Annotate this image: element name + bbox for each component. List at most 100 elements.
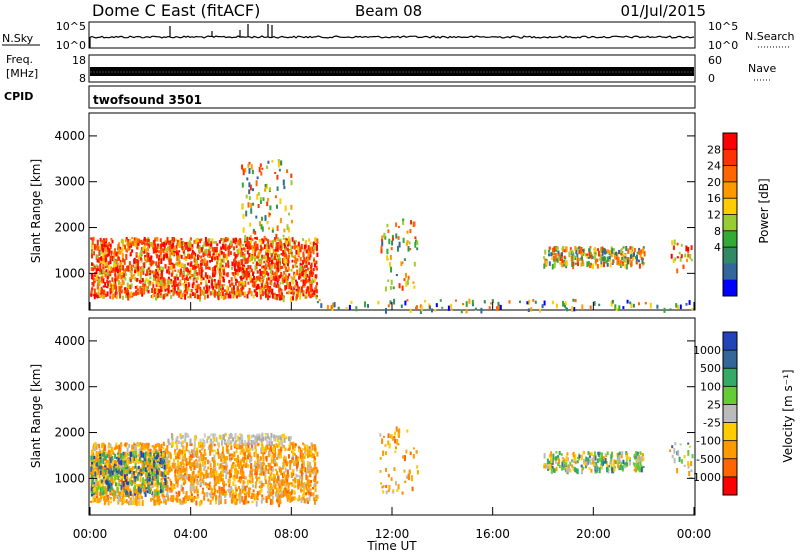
heatmap-cell — [143, 488, 146, 492]
heatmap-cell — [303, 265, 306, 269]
heatmap-cell — [177, 252, 180, 257]
heatmap-cell — [264, 479, 267, 485]
heatmap-cell — [601, 250, 604, 256]
heatmap-cell — [225, 262, 227, 268]
heatmap-cell — [316, 282, 318, 286]
heatmap-cell — [215, 477, 218, 482]
heatmap-cell — [290, 296, 292, 302]
heatmap-cell — [276, 463, 278, 467]
heatmap-cell — [167, 476, 170, 480]
heatmap-cell — [573, 307, 576, 312]
heatmap-cell — [316, 469, 319, 473]
heatmap-cell — [258, 480, 261, 484]
heatmap-cell — [150, 490, 153, 494]
heatmap-cell — [269, 498, 272, 505]
heatmap-cell — [147, 238, 150, 242]
heatmap-cell — [284, 205, 287, 212]
heatmap-cell — [276, 457, 279, 460]
heatmap-cell — [676, 242, 679, 246]
heatmap-cell — [120, 472, 123, 476]
heatmap-cell — [141, 489, 144, 492]
heatmap-cell — [124, 276, 127, 281]
heatmap-cell — [680, 254, 683, 259]
heatmap-cell — [557, 250, 560, 255]
heatmap-cell — [557, 256, 560, 262]
heatmap-cell — [276, 280, 279, 285]
heatmap-cell — [281, 444, 284, 448]
heatmap-cell — [233, 474, 236, 479]
heatmap-cell — [251, 477, 254, 484]
heatmap-cell — [308, 275, 311, 281]
heatmap-cell — [204, 482, 207, 486]
heatmap-cell — [269, 263, 272, 266]
heatmap-cell — [622, 258, 625, 262]
heatmap-cell — [90, 487, 93, 494]
heatmap-cell — [113, 467, 116, 471]
heatmap-cell — [256, 466, 259, 470]
heatmap-cell — [95, 478, 98, 481]
heatmap-cell — [230, 473, 232, 478]
heatmap-cell — [192, 278, 195, 282]
heatmap-cell — [155, 451, 158, 454]
heatmap-cell — [182, 283, 185, 286]
heatmap-cell — [234, 486, 237, 490]
heatmap-cell — [392, 237, 394, 241]
heatmap-cell — [499, 304, 502, 310]
heatmap-cell — [246, 274, 249, 279]
heatmap-cell — [286, 224, 289, 231]
heatmap-cell — [212, 255, 215, 261]
heatmap-cell — [277, 498, 280, 505]
heatmap-cell — [258, 442, 261, 446]
heatmap-cell — [153, 240, 156, 246]
heatmap-cell — [308, 254, 311, 260]
heatmap-cell — [212, 267, 215, 274]
heatmap-cell — [128, 453, 131, 456]
heatmap-cell — [212, 473, 215, 479]
heatmap-cell — [600, 264, 603, 268]
heatmap-cell — [283, 185, 286, 190]
heatmap-cell — [299, 467, 302, 471]
heatmap-cell — [267, 453, 270, 458]
heatmap-cell — [91, 282, 94, 286]
heatmap-cell — [299, 469, 302, 474]
colorbar-tick-label: 28 — [707, 143, 721, 156]
heatmap-cell — [302, 496, 305, 500]
heatmap-cell — [116, 497, 119, 500]
heatmap-cell — [228, 454, 231, 457]
heatmap-cell — [402, 220, 405, 225]
heatmap-cell — [103, 447, 106, 454]
heatmap-cell — [102, 278, 105, 284]
heatmap-cell — [618, 249, 621, 255]
heatmap-cell — [92, 281, 95, 287]
heatmap-cell — [159, 292, 162, 298]
heatmap-cell — [309, 451, 312, 458]
heatmap-cell — [99, 491, 102, 496]
heatmap-cell — [122, 280, 125, 286]
heatmap-cell — [220, 247, 223, 251]
heatmap-cell — [290, 276, 293, 279]
heatmap-cell — [281, 278, 284, 283]
heatmap-cell — [258, 276, 261, 280]
heatmap-cell — [170, 264, 173, 269]
heatmap-cell — [574, 257, 577, 260]
heatmap-cell — [185, 258, 188, 261]
heatmap-cell — [294, 263, 297, 268]
heatmap-cell — [302, 251, 305, 258]
heatmap-cell — [150, 295, 153, 298]
heatmap-cell — [209, 241, 212, 247]
heatmap-cell — [256, 453, 259, 458]
heatmap-cell — [156, 254, 159, 259]
heatmap-cell — [176, 242, 179, 246]
heatmap-cell — [639, 252, 642, 258]
heatmap-cell — [263, 254, 266, 260]
heatmap-cell — [202, 244, 205, 250]
heatmap-cell — [239, 472, 242, 475]
heatmap-cell — [287, 227, 290, 233]
heatmap-cell — [211, 283, 214, 289]
heatmap-cell — [258, 485, 261, 489]
heatmap-cell — [92, 445, 95, 450]
heatmap-cell — [266, 165, 269, 169]
heatmap-cell — [261, 289, 264, 294]
heatmap-cell — [273, 282, 276, 285]
heatmap-cell — [111, 455, 114, 461]
